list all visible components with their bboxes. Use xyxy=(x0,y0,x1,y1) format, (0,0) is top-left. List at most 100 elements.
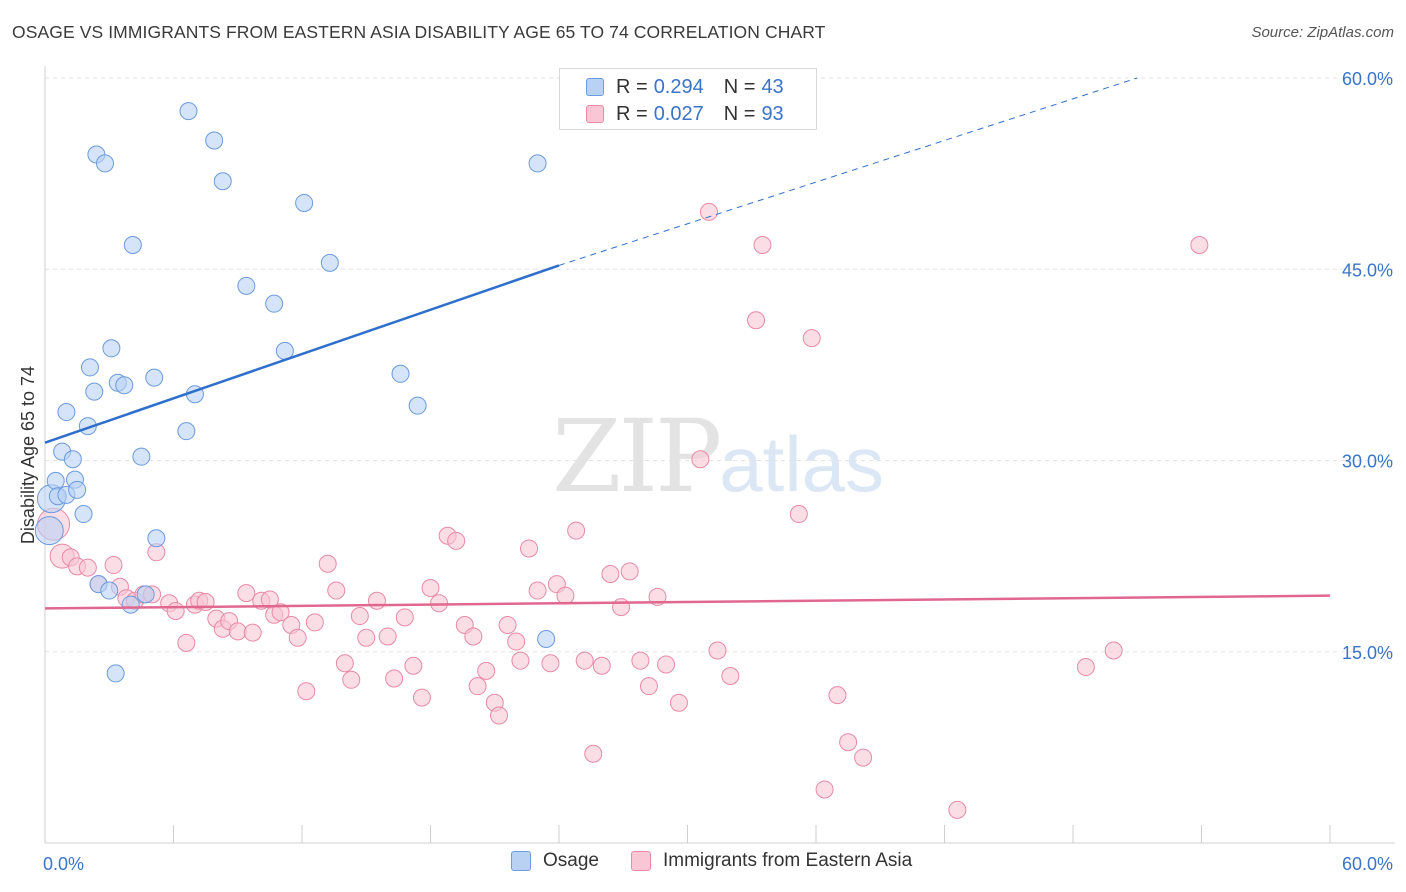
point-osage xyxy=(100,581,119,600)
point-asia xyxy=(104,556,123,575)
point-asia xyxy=(421,579,440,597)
point-asia xyxy=(802,329,821,348)
legend-label-osage: Osage xyxy=(543,850,599,871)
point-asia xyxy=(575,651,594,670)
legend-r-value: 0.294 xyxy=(653,75,704,98)
point-asia xyxy=(477,661,496,680)
point-asia xyxy=(385,669,404,688)
legend-swatch-osage xyxy=(586,78,604,96)
y-tick-label: 15.0% xyxy=(1342,643,1393,663)
point-osage xyxy=(106,664,125,683)
point-asia xyxy=(357,628,376,647)
legend-n-label: N = xyxy=(723,102,756,125)
point-asia xyxy=(592,656,611,675)
point-asia xyxy=(335,654,354,673)
point-asia xyxy=(541,654,560,673)
legend-n-label: N = xyxy=(723,75,756,98)
point-osage xyxy=(537,630,556,648)
point-osage xyxy=(136,585,155,604)
watermark-atlas: atlas xyxy=(719,420,885,508)
point-asia xyxy=(747,311,766,330)
point-asia xyxy=(839,733,858,752)
point-osage xyxy=(115,376,134,395)
point-osage xyxy=(95,154,114,173)
point-osage xyxy=(205,131,224,150)
point-asia xyxy=(520,539,539,558)
point-osage xyxy=(528,154,547,173)
point-asia xyxy=(228,622,247,641)
legend-r-label: R = xyxy=(616,102,648,125)
point-osage xyxy=(123,236,142,255)
point-asia xyxy=(350,607,369,626)
point-asia xyxy=(367,591,386,610)
point-asia xyxy=(620,562,639,581)
point-asia xyxy=(567,521,586,540)
point-asia xyxy=(815,780,834,799)
point-osage xyxy=(121,595,140,614)
point-asia xyxy=(490,706,509,725)
point-asia xyxy=(511,651,530,670)
point-asia xyxy=(639,677,658,696)
point-asia xyxy=(948,800,967,819)
point-asia xyxy=(584,744,603,763)
point-asia xyxy=(464,627,483,646)
series-legend: Osage Immigrants from Eastern Asia xyxy=(0,850,1406,878)
trendline-osage xyxy=(44,264,560,444)
legend-item-asia: Immigrants from Eastern Asia xyxy=(631,850,912,872)
y-tick-label: 60.0% xyxy=(1342,69,1393,89)
point-asia xyxy=(271,603,290,622)
point-osage xyxy=(132,447,151,466)
chart-title: OSAGE VS IMMIGRANTS FROM EASTERN ASIA DI… xyxy=(12,22,826,42)
point-osage xyxy=(320,253,339,272)
point-asia xyxy=(243,623,262,642)
point-asia xyxy=(342,670,361,689)
trendline-extension-osage xyxy=(558,77,1138,266)
point-osage xyxy=(145,368,164,387)
point-osage xyxy=(46,471,65,490)
point-asia xyxy=(288,628,307,647)
point-asia xyxy=(447,531,466,550)
point-osage xyxy=(85,382,104,401)
point-osage xyxy=(408,396,427,415)
point-asia xyxy=(854,748,873,767)
point-osage xyxy=(63,450,82,469)
point-asia xyxy=(166,601,185,620)
point-asia xyxy=(412,688,431,707)
point-asia xyxy=(327,581,346,600)
y-tick-label: 30.0% xyxy=(1342,452,1393,472)
point-asia xyxy=(318,554,337,573)
legend-n-value: 93 xyxy=(761,102,784,125)
point-asia xyxy=(612,598,631,617)
point-osage xyxy=(391,364,410,383)
legend-r-value: 0.027 xyxy=(653,102,704,125)
point-asia xyxy=(507,632,526,651)
point-osage xyxy=(80,358,99,377)
point-asia xyxy=(1104,641,1123,660)
x-tick-label: 60.0% xyxy=(1342,854,1393,874)
legend-swatch-asia xyxy=(631,851,651,871)
point-osage xyxy=(295,193,314,212)
point-asia xyxy=(378,627,397,646)
legend-swatch-asia xyxy=(586,105,604,123)
y-axis-label: Disability Age 65 to 74 xyxy=(18,366,38,544)
point-asia xyxy=(1076,658,1095,677)
point-asia xyxy=(657,655,676,674)
y-tick-label: 45.0% xyxy=(1342,260,1393,280)
point-asia xyxy=(828,686,847,705)
point-asia xyxy=(237,584,256,603)
legend-row-asia: R = 0.027 N = 93 xyxy=(586,100,784,128)
point-asia xyxy=(789,505,808,524)
legend-label-asia: Immigrants from Eastern Asia xyxy=(663,850,913,871)
source-credit: Source: ZipAtlas.com xyxy=(1251,24,1394,41)
point-asia xyxy=(691,450,710,469)
point-osage xyxy=(34,516,64,546)
point-osage xyxy=(265,294,284,313)
point-asia xyxy=(498,615,517,634)
point-osage xyxy=(237,276,256,295)
point-asia xyxy=(1190,236,1209,255)
legend-r-label: R = xyxy=(616,75,648,98)
point-asia xyxy=(753,236,772,255)
point-osage xyxy=(177,422,196,441)
point-asia xyxy=(601,564,620,583)
